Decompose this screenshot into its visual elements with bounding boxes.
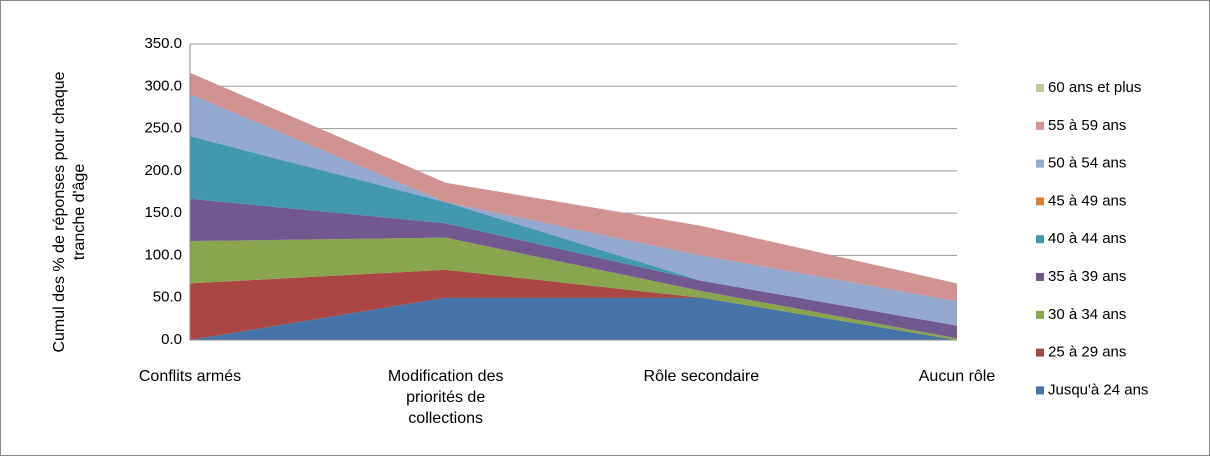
legend-label: 50 à 54 ans [1048,155,1126,172]
y-tick-label: 200.0 [144,162,182,179]
x-tick-label: Aucun rôle [918,368,996,385]
y-axis-title: Cumul des % de réponses pour chaque tran… [51,71,88,353]
y-tick-label: 250.0 [144,120,182,137]
legend-swatch [1036,235,1044,244]
legend-swatch [1036,348,1044,357]
area [190,198,957,339]
legend-label: 45 à 49 ans [1048,192,1126,209]
area [190,237,957,340]
y-tick-label: 300.0 [144,77,182,94]
y-tick-label: 50.0 [153,289,182,306]
area [190,297,957,340]
legend-label: 30 à 34 ans [1048,306,1126,323]
y-tick-label: 150.0 [144,204,182,221]
legend-label: Jusqu'à 24 ans [1048,381,1148,398]
legend-swatch [1036,159,1044,168]
x-tick-label: Modification des priorités de collection… [387,368,504,427]
legend-swatch [1036,197,1044,206]
x-tick-label: Rôle secondaire [643,368,760,385]
y-tick-label: 100.0 [144,246,182,263]
legend-swatch [1036,273,1044,281]
area [190,93,957,326]
legend-swatch [1036,310,1044,319]
x-tick-label: Conflits armés [138,368,242,385]
legend-label: 55 à 59 ans [1048,117,1126,134]
legend-swatch [1036,84,1044,92]
legend-swatch [1036,386,1044,395]
legend-swatch [1036,121,1044,130]
y-tick-label: 350.0 [144,35,182,52]
area [190,72,957,302]
legend-label: 60 ans et plus [1048,79,1141,96]
area [190,269,957,340]
legend-label: 25 à 29 ans [1048,344,1126,361]
y-tick-label: 0.0 [161,331,182,348]
legend-label: 40 à 44 ans [1048,230,1126,247]
legend-label: 35 à 39 ans [1048,268,1126,285]
